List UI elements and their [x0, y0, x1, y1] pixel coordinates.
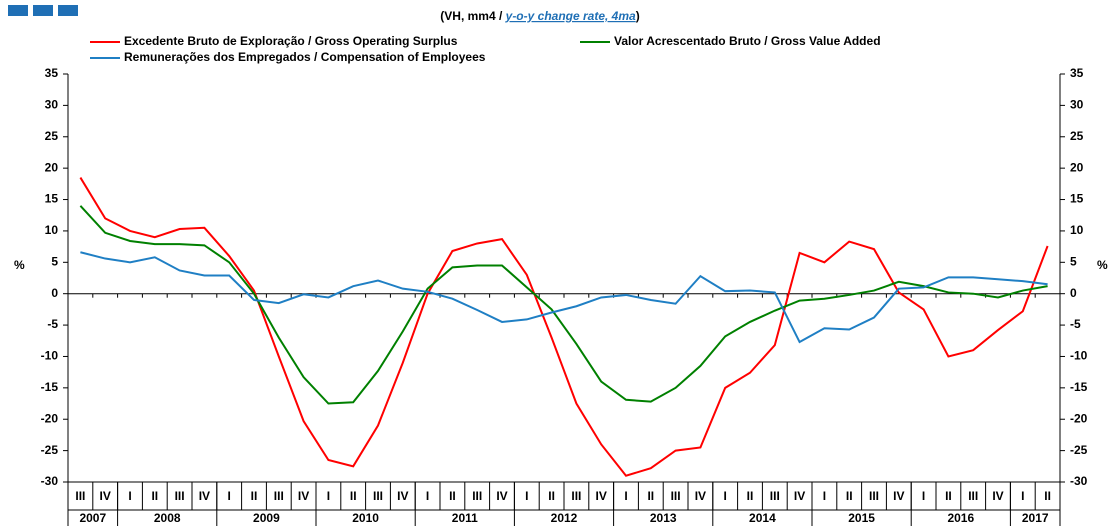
- x-group-label: 2011: [452, 511, 478, 525]
- series-line: [80, 251, 1048, 344]
- y2-tick-label: -15: [1070, 380, 1088, 394]
- y2-tick-label: -5: [1070, 317, 1081, 331]
- y-tick-label: -5: [47, 317, 58, 331]
- x-tick-label: II: [151, 489, 158, 503]
- x-tick-label: II: [846, 489, 853, 503]
- x-group-label: 2015: [848, 511, 875, 525]
- x-tick-label: III: [968, 489, 978, 503]
- x-tick-label: IV: [199, 489, 210, 503]
- y-tick-label: 15: [45, 192, 59, 206]
- x-group-label: 2012: [551, 511, 578, 525]
- y2-tick-label: 20: [1070, 160, 1084, 174]
- y2-tick-label: 10: [1070, 223, 1084, 237]
- y-tick-label: -25: [41, 443, 59, 457]
- x-tick-label: II: [350, 489, 357, 503]
- y2-axis-label: %: [1097, 258, 1108, 272]
- x-tick-label: II: [945, 489, 952, 503]
- y2-tick-label: 35: [1070, 66, 1084, 80]
- x-group-label: 2014: [749, 511, 776, 525]
- logo-block: [33, 5, 53, 16]
- legend-label: Valor Acrescentado Bruto / Gross Value A…: [614, 34, 881, 48]
- x-group-label: 2007: [79, 511, 106, 525]
- x-tick-label: II: [548, 489, 555, 503]
- y-tick-label: -30: [41, 474, 59, 488]
- x-group-label: 2017: [1022, 511, 1049, 525]
- x-tick-label: II: [647, 489, 654, 503]
- x-tick-label: III: [472, 489, 482, 503]
- y-tick-label: 0: [51, 286, 58, 300]
- x-tick-label: IV: [596, 489, 607, 503]
- y-tick-label: 30: [45, 98, 59, 112]
- y-tick-label: 25: [45, 129, 59, 143]
- y2-tick-label: -10: [1070, 349, 1088, 363]
- x-tick-label: I: [922, 489, 925, 503]
- y2-tick-label: 5: [1070, 254, 1077, 268]
- y2-tick-label: 30: [1070, 98, 1084, 112]
- chart-subtitle: (VH, mm4 / y-o-y change rate, 4ma): [440, 9, 639, 23]
- x-group-label: 2010: [352, 511, 379, 525]
- x-tick-label: I: [128, 489, 131, 503]
- x-tick-label: I: [624, 489, 627, 503]
- y2-tick-label: -25: [1070, 443, 1088, 457]
- y-tick-label: -15: [41, 380, 59, 394]
- y2-tick-label: 0: [1070, 286, 1077, 300]
- x-group-label: 2013: [650, 511, 677, 525]
- y2-tick-label: -20: [1070, 411, 1088, 425]
- y-tick-label: -20: [41, 411, 59, 425]
- x-tick-label: III: [869, 489, 879, 503]
- y2-tick-label: 15: [1070, 192, 1084, 206]
- y-axis-label: %: [14, 258, 25, 272]
- x-tick-label: III: [75, 489, 85, 503]
- x-tick-label: I: [724, 489, 727, 503]
- x-tick-label: IV: [992, 489, 1003, 503]
- y2-tick-label: -30: [1070, 474, 1088, 488]
- logo-block: [8, 5, 28, 16]
- y-tick-label: -10: [41, 349, 59, 363]
- x-tick-label: I: [525, 489, 528, 503]
- x-tick-label: I: [823, 489, 826, 503]
- legend-label: Remunerações dos Empregados / Compensati…: [124, 50, 486, 64]
- x-tick-label: IV: [794, 489, 805, 503]
- legend-label: Excedente Bruto de Exploração / Gross Op…: [124, 34, 458, 48]
- x-tick-label: IV: [496, 489, 507, 503]
- x-group-label: 2009: [253, 511, 280, 525]
- x-tick-label: IV: [100, 489, 111, 503]
- x-tick-label: II: [1044, 489, 1051, 503]
- x-tick-label: III: [571, 489, 581, 503]
- y2-tick-label: 25: [1070, 129, 1084, 143]
- x-tick-label: I: [426, 489, 429, 503]
- x-tick-label: I: [327, 489, 330, 503]
- y-tick-label: 20: [45, 160, 59, 174]
- x-tick-label: II: [449, 489, 456, 503]
- x-tick-label: III: [770, 489, 780, 503]
- x-tick-label: IV: [695, 489, 706, 503]
- x-tick-label: II: [747, 489, 754, 503]
- logo-block: [58, 5, 78, 16]
- y-tick-label: 10: [45, 223, 59, 237]
- x-tick-label: I: [228, 489, 231, 503]
- x-tick-label: III: [373, 489, 383, 503]
- x-group-label: 2008: [154, 511, 181, 525]
- x-group-label: 2016: [947, 511, 974, 525]
- y-tick-label: 5: [51, 254, 58, 268]
- x-tick-label: IV: [397, 489, 408, 503]
- x-tick-label: III: [175, 489, 185, 503]
- x-tick-label: III: [274, 489, 284, 503]
- x-tick-label: IV: [298, 489, 309, 503]
- x-tick-label: III: [671, 489, 681, 503]
- series-line: [79, 177, 1049, 477]
- x-tick-label: IV: [893, 489, 904, 503]
- series-line: [79, 205, 1048, 405]
- y-tick-label: 35: [45, 66, 59, 80]
- x-tick-label: I: [1021, 489, 1024, 503]
- x-tick-label: II: [251, 489, 258, 503]
